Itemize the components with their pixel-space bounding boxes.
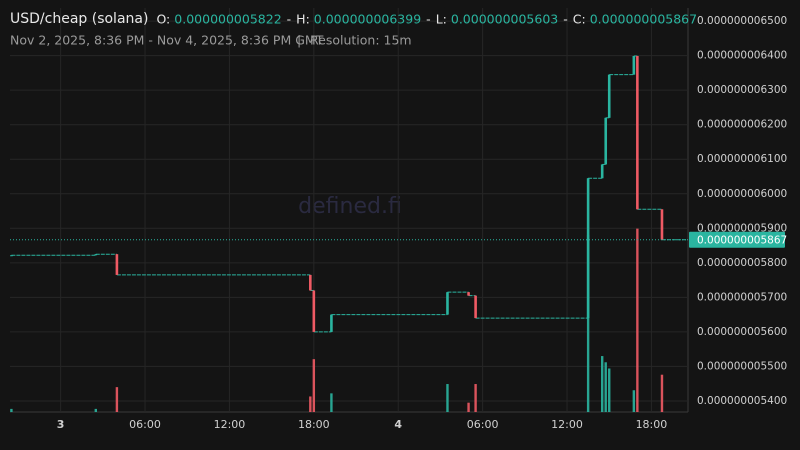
- candle-body: [607, 74, 611, 118]
- x-tick-label: 06:00: [129, 418, 161, 431]
- volume-bar: [474, 384, 477, 412]
- last-price-tag: [689, 231, 785, 248]
- candle-body: [632, 55, 636, 75]
- volume-bar: [608, 368, 611, 412]
- x-tick-label: 12:00: [551, 418, 583, 431]
- candle-body: [10, 255, 13, 257]
- y-tick-label: 0.000000006100: [697, 153, 787, 165]
- candle-body: [600, 164, 604, 179]
- y-tick-label: 0.000000005800: [697, 257, 787, 269]
- ohlc-key: L:: [436, 12, 447, 27]
- volume-bar: [94, 408, 98, 412]
- ohlc-value: 0.000000005867: [590, 12, 697, 27]
- x-tick-label: 06:00: [467, 418, 499, 431]
- ohlc-key: C:: [573, 12, 586, 27]
- volume-bar: [312, 359, 316, 412]
- x-tick-label: 12:00: [214, 418, 246, 431]
- ohlc-separator: -: [563, 12, 568, 27]
- volume-bar: [600, 356, 604, 412]
- y-tick-label: 0.000000005700: [697, 291, 787, 303]
- header: USD/cheap (solana) Nov 2, 2025, 8:36 PM …: [10, 11, 697, 48]
- y-tick-label: 0.000000005900: [697, 222, 787, 234]
- y-tick-label: 0.000000006300: [697, 84, 787, 96]
- symbol: USD/cheap (solana): [10, 11, 148, 27]
- candle-body: [446, 292, 449, 315]
- y-tick-label: 0.000000005400: [697, 395, 787, 407]
- candle-body: [474, 295, 477, 319]
- ohlc-key: O:: [156, 12, 170, 27]
- volume-bar: [660, 374, 664, 412]
- candle-body: [309, 274, 312, 291]
- x-tick-label: 18:00: [298, 418, 330, 431]
- y-tick-label: 0.000000006200: [697, 119, 787, 131]
- grid: [10, 8, 688, 412]
- date-range: Nov 2, 2025, 8:36 PM - Nov 4, 2025, 8:36…: [10, 33, 324, 48]
- plot: [10, 55, 688, 412]
- volume-bar: [330, 393, 333, 412]
- y-tick-label: 0.000000006500: [697, 15, 787, 27]
- volume-bar: [632, 390, 636, 412]
- ohlc-value: 0.000000005822: [174, 12, 281, 27]
- volume-bar: [115, 387, 119, 412]
- y-tick-label: 0.000000006000: [697, 188, 787, 200]
- x-tick-label: 18:00: [636, 418, 668, 431]
- axes: 0.000000006500 0.000000006400 0.0000000063…: [57, 15, 787, 431]
- candle-body: [115, 254, 119, 275]
- ohlc-separator: -: [426, 12, 431, 27]
- candle-body: [330, 314, 333, 332]
- y-tick-label: 0.000000006400: [697, 50, 787, 62]
- candle-body: [660, 209, 664, 240]
- volume-bar: [586, 234, 590, 412]
- ohlc-key: H:: [296, 12, 310, 27]
- x-tick-label: 3: [57, 418, 65, 431]
- volume-bar: [636, 228, 639, 412]
- last-price-label: 0.000000005867: [697, 235, 787, 247]
- y-tick-label: 0.000000005500: [697, 360, 787, 372]
- ohlc-separator: -: [287, 12, 292, 27]
- y-tick-label: 0.000000005600: [697, 326, 787, 338]
- candle-body: [604, 117, 608, 165]
- volume-bar: [467, 402, 470, 412]
- volume-bar: [604, 362, 607, 412]
- divider: |: [297, 33, 301, 48]
- ohlc-value: 0.000000005603: [451, 12, 558, 27]
- candle-body: [94, 254, 98, 256]
- volume-bar: [309, 396, 312, 412]
- resolution: Resolution: 15m: [310, 33, 412, 48]
- candle-body: [467, 292, 470, 296]
- candle-body: [312, 290, 316, 332]
- volume-bar: [446, 384, 449, 412]
- x-tick-label: 4: [394, 418, 402, 431]
- watermark: defined.fi: [298, 194, 402, 219]
- volume-bar: [10, 408, 13, 412]
- ohlc-value: 0.000000006399: [314, 12, 421, 27]
- candle-body: [636, 55, 639, 210]
